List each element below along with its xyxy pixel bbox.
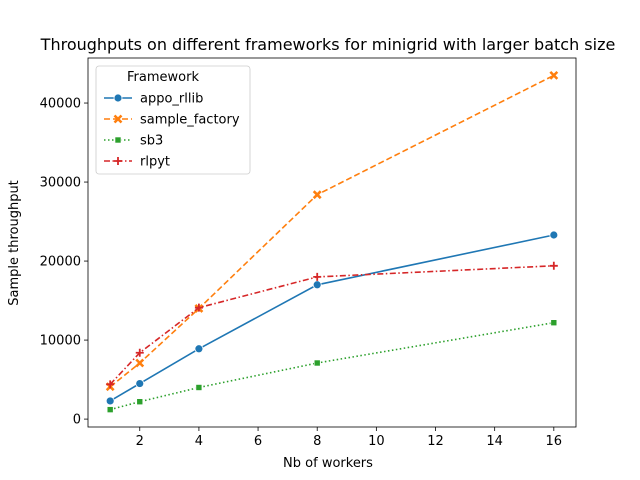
- series-sb3: [106, 319, 558, 413]
- series-line: [109, 234, 554, 402]
- legend: Framework appo_rllib sample_factory sb3 rlpy…: [95, 65, 251, 175]
- x-tick-label: 2: [136, 434, 144, 449]
- x-axis: 2 4 6 8 10 12 14 16: [136, 427, 562, 449]
- data-point: [194, 303, 203, 312]
- x-tick-label: 12: [427, 434, 444, 449]
- data-point: [313, 359, 321, 367]
- data-point: [106, 380, 115, 389]
- chart-title: Throughputs on different frameworks for …: [40, 35, 616, 54]
- y-tick-label: 0: [73, 413, 81, 428]
- legend-item-appo_rllib: appo_rllib: [104, 92, 203, 107]
- x-tick-label: 10: [368, 434, 385, 449]
- x-tick-label: 6: [254, 434, 262, 449]
- y-tick-label: 10000: [40, 334, 81, 349]
- x-tick-label: 14: [486, 434, 503, 449]
- y-tick-label: 30000: [40, 176, 81, 191]
- data-point: [106, 406, 114, 413]
- legend-item-sample_factory: sample_factory: [104, 113, 240, 128]
- series-rlpyt: [106, 261, 558, 389]
- legend-label: sample_factory: [140, 113, 240, 128]
- y-tick-label: 20000: [40, 255, 81, 270]
- data-point: [312, 280, 322, 290]
- plot-area: [87, 57, 577, 428]
- data-point: [136, 398, 144, 406]
- data-point: [549, 230, 559, 240]
- legend-label: rlpyt: [140, 155, 170, 170]
- data-point: [105, 396, 115, 406]
- y-axis: 0 10000 20000 30000 40000: [40, 97, 88, 428]
- legend-label: sb3: [140, 134, 163, 149]
- legend-marker: [114, 157, 122, 165]
- legend-item-sb3: sb3: [104, 134, 163, 149]
- data-point: [549, 70, 559, 80]
- data-point: [135, 379, 145, 388]
- axes-frame: [87, 57, 577, 428]
- legend-item-rlpyt: rlpyt: [104, 155, 170, 170]
- legend-title: Framework: [127, 70, 199, 85]
- data-point: [313, 272, 322, 281]
- data-point: [194, 344, 204, 354]
- series-line: [109, 321, 554, 411]
- x-tick-label: 8: [313, 434, 321, 449]
- legend-marker: [113, 114, 123, 124]
- y-tick-label: 40000: [40, 97, 81, 112]
- data-point: [135, 348, 144, 357]
- y-axis-label: Sample throughput: [7, 180, 22, 306]
- x-tick-label: 4: [195, 434, 203, 449]
- x-tick-label: 16: [546, 434, 563, 449]
- x-axis-label: Nb of workers: [283, 456, 373, 471]
- series-appo_rllib: [105, 230, 559, 406]
- series-line: [109, 265, 554, 385]
- data-point: [135, 358, 145, 368]
- legend-marker: [113, 93, 123, 103]
- data-point: [549, 261, 558, 270]
- legend-box: [95, 65, 251, 175]
- legend-marker: [114, 136, 122, 144]
- data-point: [195, 384, 203, 391]
- legend-label: appo_rllib: [140, 92, 203, 107]
- data-point: [312, 190, 322, 200]
- data-point: [550, 319, 558, 327]
